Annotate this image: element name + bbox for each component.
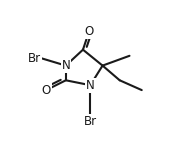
Text: N: N: [62, 59, 70, 72]
Text: O: O: [42, 84, 51, 97]
Text: Br: Br: [84, 115, 97, 128]
Text: Br: Br: [28, 52, 41, 65]
Text: N: N: [86, 79, 95, 92]
Text: O: O: [85, 25, 94, 38]
